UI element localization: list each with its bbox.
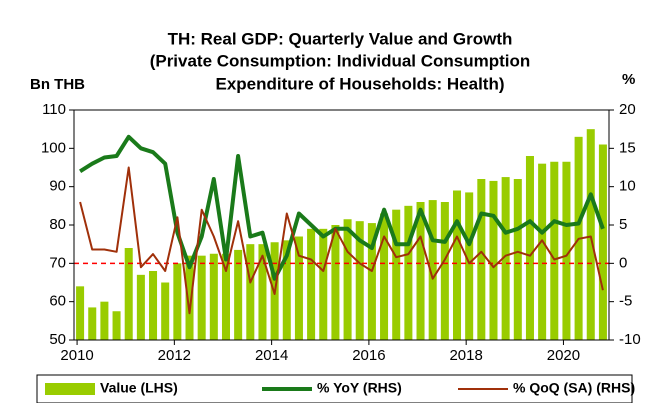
bar [598,144,607,340]
bar [294,236,303,340]
chart-title: (Private Consumption: Individual Consump… [150,51,531,70]
y2-tick-label: 15 [619,139,636,156]
bar [76,286,85,340]
y2-tick-label: 10 [619,178,636,195]
bar [197,255,206,340]
y2-tick-label: 5 [619,216,627,233]
line [79,166,604,315]
y-tick-label: 90 [49,178,66,195]
x-tick-label: 2018 [449,347,482,364]
bar [525,156,534,340]
bar [185,255,194,340]
bar [136,274,145,340]
bar [246,244,255,340]
y-tick-label: 100 [41,139,66,156]
bar [440,202,449,340]
y-tick-label: 70 [49,254,66,271]
chart-title: TH: Real GDP: Quarterly Value and Growth [168,29,513,48]
bar [562,161,571,340]
legend-label: % QoQ (SA) (RHS) [513,380,635,396]
bar [282,240,291,340]
bar [489,180,498,340]
bar [404,205,413,340]
bar [367,223,376,340]
bar [355,221,364,340]
bar [501,177,510,340]
bar [112,311,121,340]
bar [100,301,109,340]
bar [319,228,328,340]
line [79,134,605,281]
bar [452,190,462,340]
legend-box [36,374,633,403]
y2-tick-label: -5 [619,293,632,310]
y-tick-label: 60 [49,293,66,310]
bar [477,179,486,340]
bar [161,282,170,340]
bar [380,213,389,340]
x-tick-label: 2020 [547,347,580,364]
x-tick-label: 2014 [255,347,288,364]
y2-tick-label: -10 [619,331,641,348]
y2-tick-label: 0 [619,254,627,271]
bar [550,161,559,340]
bar [258,244,267,340]
bar [416,202,425,340]
legend-label: % YoY (RHS) [317,380,402,396]
legend-label: Value (LHS) [100,380,178,396]
bar [513,179,522,340]
bar [124,248,133,340]
x-tick-label: 2010 [60,347,93,364]
bar [88,307,97,340]
bar [209,253,218,340]
y-axis-label: Bn THB [30,76,85,93]
bar [149,271,158,340]
bar [307,228,316,340]
bar [428,200,437,340]
bar [331,225,340,340]
bar [586,129,595,340]
y2-axis-label: % [622,71,635,88]
y-tick-label: 110 [42,101,66,118]
y-tick-label: 80 [49,216,66,233]
y2-tick-label: 20 [619,101,636,118]
legend-swatch [45,383,95,395]
bar [234,249,243,340]
bar [465,192,474,340]
bar [392,209,401,340]
bar [343,219,352,340]
bar [538,163,547,340]
chart-title: Expenditure of Households: Health) [215,74,504,93]
bar [173,263,182,340]
y-tick-label: 50 [49,331,66,348]
x-tick-label: 2016 [352,347,385,364]
x-tick-label: 2012 [158,347,191,364]
plot-frame [73,109,610,341]
bar [221,253,231,340]
